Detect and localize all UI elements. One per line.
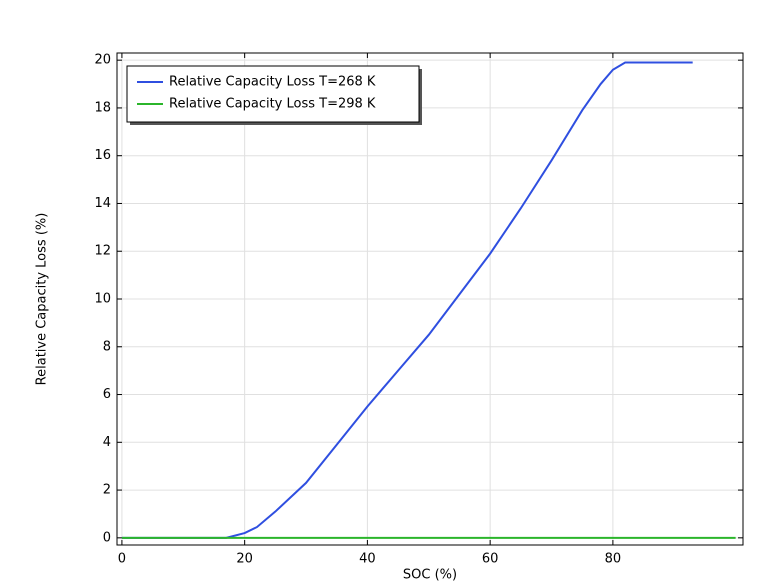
x-tick-label: 60 — [482, 552, 499, 567]
y-tick-label: 0 — [103, 530, 111, 545]
y-tick-label: 14 — [94, 196, 111, 211]
y-tick-label: 8 — [103, 339, 111, 354]
y-tick-label: 20 — [94, 53, 111, 68]
y-axis-label: Relative Capacity Loss (%) — [35, 213, 50, 386]
x-tick-label: 0 — [118, 552, 126, 567]
x-tick-label: 20 — [236, 552, 253, 567]
y-tick-label: 12 — [94, 244, 111, 259]
x-tick-label: 80 — [605, 552, 622, 567]
y-tick-label: 18 — [94, 100, 111, 115]
y-tick-label: 16 — [94, 148, 111, 163]
y-tick-label: 10 — [94, 292, 111, 307]
plot-frame — [116, 52, 744, 546]
x-tick-label: 40 — [359, 552, 376, 567]
data-line — [121, 61, 693, 539]
legend-label: Relative Capacity Loss T=268 K — [169, 75, 376, 90]
x-axis-label: SOC (%) — [403, 568, 457, 583]
legend-box — [126, 65, 420, 123]
y-tick-label: 2 — [103, 483, 111, 498]
y-tick-label: 6 — [103, 387, 111, 402]
y-tick-label: 4 — [103, 435, 111, 450]
legend-label: Relative Capacity Loss T=298 K — [169, 97, 376, 112]
